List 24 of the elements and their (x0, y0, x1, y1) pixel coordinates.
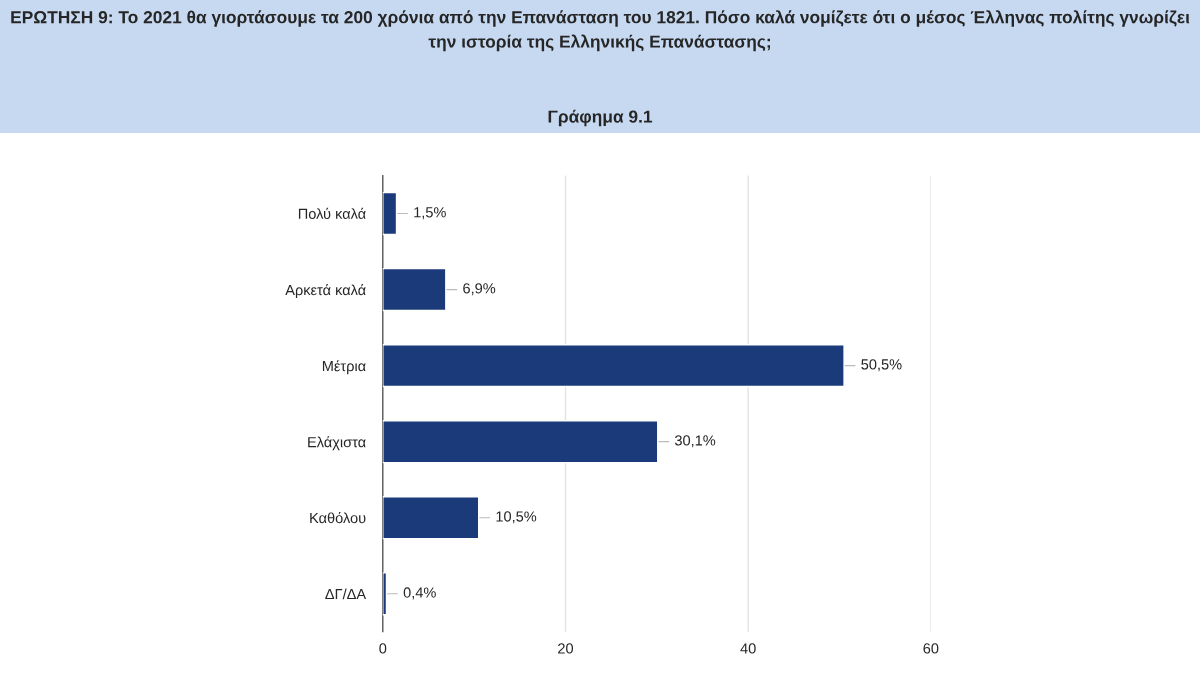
bar (382, 191, 398, 236)
data-label: 6,9% (463, 283, 496, 296)
y-tick-label: Πολύ καλά (298, 207, 366, 219)
y-tick-label: Καθόλου (310, 512, 366, 524)
bar (382, 572, 388, 616)
data-label: 50,5% (861, 359, 902, 372)
chart-title: ΕΡΩΤΗΣΗ 9: Το 2021 θα γιορτάσουμε τα 200 χρόνια από την Επανάσταση του 1821. Πόσο καλά νομίζετε ότι ο μέσος Έλληνας πολίτης γνωρίζει την ιστορία της Ελληνικής Επανάστασης; (11, 10, 1190, 52)
y-tick-label: Αρκετά καλά (285, 284, 366, 299)
x-tick-label: 20 (558, 643, 574, 654)
y-tick-label: Ελάχιστα (308, 436, 366, 451)
x-tick-label: 0 (379, 643, 387, 654)
bar (382, 420, 659, 464)
data-label: 10,5% (496, 511, 537, 524)
x-tick-label: 60 (923, 643, 939, 654)
data-label: 0,4% (403, 587, 436, 600)
y-tick-label: ΔΓ/ΔΑ (325, 588, 367, 600)
y-tick-label: Μέτρια (322, 360, 366, 375)
chart-subtitle: Γράφημα 9.1 (548, 109, 653, 127)
bar (382, 344, 845, 388)
data-label: 1,5% (414, 207, 446, 220)
x-tick-label: 40 (740, 643, 756, 654)
bar (382, 496, 480, 540)
data-label: 30,1% (674, 435, 716, 448)
bar (382, 267, 447, 312)
